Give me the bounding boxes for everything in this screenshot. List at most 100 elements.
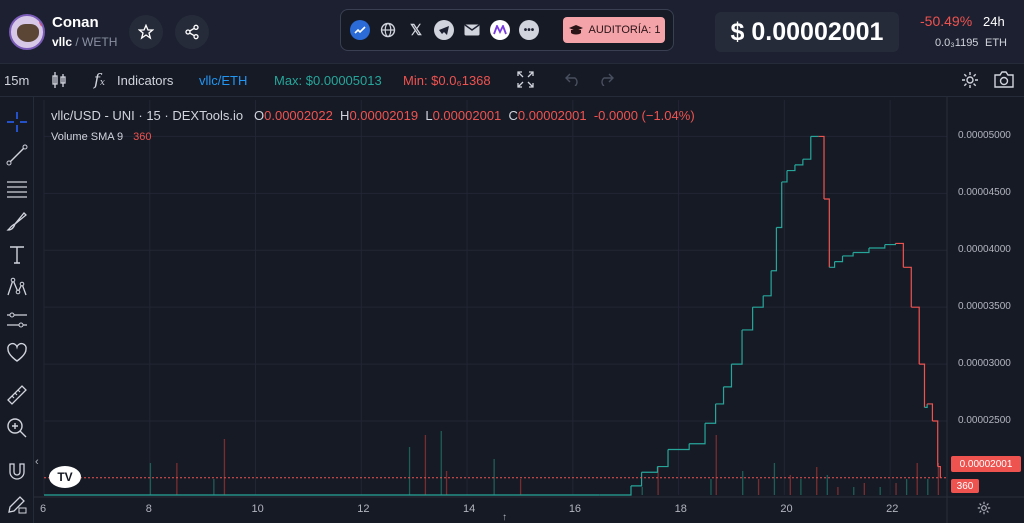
audit-button[interactable]: AUDITORÍA: 1 (563, 17, 665, 43)
price-line-segment (824, 198, 830, 268)
indicators-icon[interactable]: fx (94, 70, 105, 89)
collapse-toolbar-button[interactable]: ‹ (35, 456, 39, 468)
axis-settings-button[interactable] (977, 501, 991, 520)
price-chart[interactable] (34, 97, 1024, 523)
price-line-segment (752, 295, 764, 308)
volume-bar (445, 471, 448, 495)
price-change: -50.49% (920, 13, 973, 29)
camera-icon (994, 71, 1014, 88)
legend-high: 0.00002019 (349, 108, 419, 123)
y-tick-label: 0.00005000 (958, 130, 1011, 142)
price-line-segment (937, 465, 941, 478)
x-tick-label: 16 (568, 503, 582, 515)
volume-bar (927, 479, 929, 495)
min-price: Min: $0.0₆1368 (403, 73, 491, 88)
volume-bar (408, 447, 411, 495)
price-line-segment (818, 135, 825, 200)
undo-button[interactable] (565, 72, 581, 89)
legend-low: 0.00002001 (432, 108, 502, 123)
price-line-segment (641, 466, 659, 473)
price-line-segment (786, 164, 796, 172)
indicators-button[interactable]: Indicators (117, 73, 174, 88)
volume-bar (757, 479, 760, 495)
x-tick-label: 18 (674, 503, 687, 515)
pencil-lock-icon (8, 496, 27, 514)
tokenview-icon[interactable] (350, 20, 370, 40)
liquidity-unit: ETH (985, 37, 1007, 49)
mail-icon[interactable] (462, 20, 482, 40)
y-tick-label: 0.00004000 (958, 244, 1011, 256)
volume-bar (715, 435, 717, 495)
price-line-segment (834, 255, 844, 263)
token-symbol: vllc (52, 35, 73, 49)
price-line-segment (705, 403, 717, 424)
volume-bar (424, 435, 427, 495)
token-pair: vllc / WETH (52, 35, 118, 49)
crosshair-tool[interactable] (4, 109, 30, 135)
crosshair-icon (7, 112, 27, 132)
legend-close: 0.00002001 (517, 108, 587, 123)
brush-tool[interactable] (4, 208, 30, 234)
pattern-tool[interactable] (4, 274, 30, 300)
legend-low-key: L (425, 108, 433, 123)
x-icon[interactable]: 𝕏 (409, 22, 423, 39)
lock-drawing-tool[interactable] (4, 491, 30, 517)
price-line-segment (599, 485, 632, 496)
price-chart-canvas[interactable] (34, 97, 1024, 523)
zoom-tool[interactable] (4, 415, 30, 441)
heart-icon (7, 342, 27, 362)
price-line-segment (924, 403, 928, 408)
star-icon (138, 24, 154, 40)
volume-bar (149, 463, 152, 495)
settings-button[interactable] (961, 71, 979, 92)
token-quote: WETH (82, 35, 118, 49)
volume-bar (879, 487, 881, 495)
price-line-segment (657, 449, 669, 468)
globe-icon[interactable] (378, 20, 398, 40)
legend-close-key: C (508, 108, 518, 123)
volume-bar (853, 487, 855, 495)
pair-label[interactable]: vllc/ETH (199, 73, 248, 88)
volume-bar (710, 479, 712, 495)
share-button[interactable] (175, 15, 209, 49)
telegram-icon[interactable] (434, 20, 454, 40)
fullscreen-button[interactable] (517, 71, 534, 91)
more-icon[interactable]: ••• (519, 20, 539, 40)
volume-bar (742, 471, 744, 495)
measure-tool[interactable] (4, 382, 30, 408)
price-line-segment (932, 420, 939, 467)
mcoin-icon[interactable] (490, 20, 510, 40)
legend-high-key: H (340, 108, 350, 123)
x-tick-label: 22 (886, 503, 899, 515)
change-period: 24h (983, 14, 1005, 29)
price-line-segment (895, 242, 904, 268)
volume-bar (519, 479, 522, 495)
trendline-tool[interactable] (4, 142, 30, 168)
y-tick-label: 0.00003000 (958, 358, 1011, 370)
screenshot-button[interactable] (994, 71, 1014, 91)
projection-tool[interactable] (4, 307, 30, 333)
text-tool[interactable] (4, 241, 30, 267)
volume-bar (863, 483, 865, 495)
magnet-tool[interactable] (4, 458, 30, 484)
pattern-icon (7, 277, 27, 296)
candle-type-button[interactable] (51, 71, 67, 92)
fib-tool[interactable] (4, 175, 30, 201)
candlestick-icon (52, 72, 66, 88)
price-line-segment (763, 270, 772, 297)
price-line-segment (829, 261, 836, 268)
x-tick-label: 20 (780, 503, 793, 515)
volume-bar (657, 467, 659, 495)
token-avatar-image (17, 24, 39, 42)
volume-bar (826, 475, 828, 495)
tradingview-logo[interactable]: TV (49, 466, 81, 488)
volume-indicator-label[interactable]: Volume SMA 9 (51, 131, 124, 143)
favorites-tool[interactable] (4, 340, 30, 366)
magnet-icon (9, 463, 25, 480)
audit-label: AUDITORÍA: 1 (588, 24, 661, 36)
scroll-to-top-button[interactable]: ↑ (502, 512, 507, 523)
favorite-button[interactable] (129, 15, 163, 49)
redo-button[interactable] (598, 72, 614, 89)
price-line-segment (771, 227, 778, 272)
interval-selector[interactable]: 15m (4, 73, 30, 88)
